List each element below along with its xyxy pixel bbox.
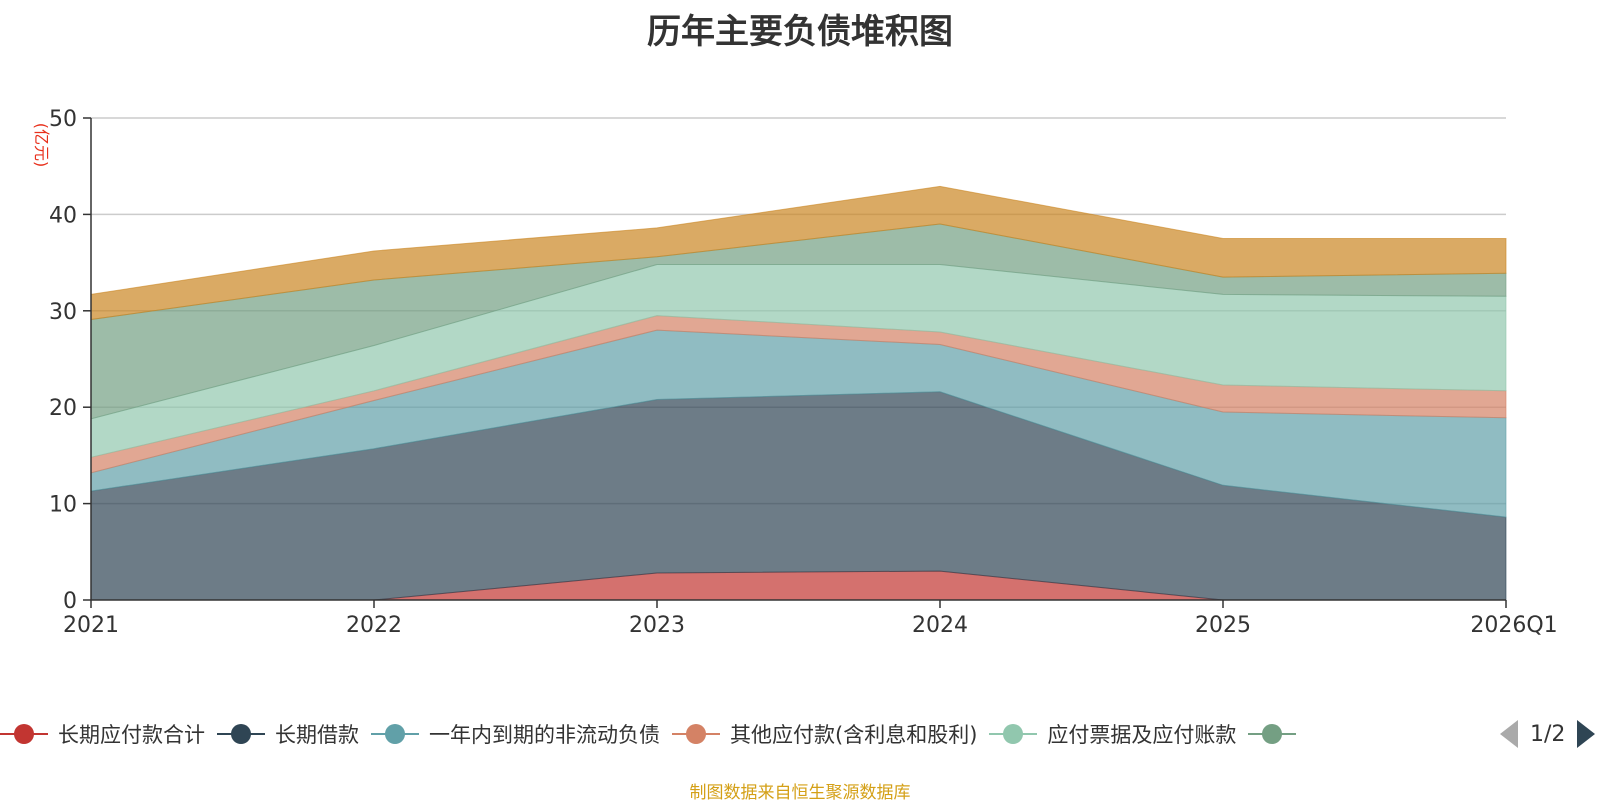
legend-page-indicator: 1/2 — [1530, 721, 1566, 747]
x-tick-label-1: 2022 — [346, 613, 402, 638]
legend-marker-icon — [989, 724, 1038, 744]
legend-marker-icon — [0, 724, 48, 744]
x-tick-label-0: 2021 — [63, 613, 119, 638]
tick-labels: 0 10 20 30 40 50 2021 2022 2023 2024 2025 2026Q1 — [49, 107, 1558, 638]
legend-item-1[interactable]: 长期借款 — [217, 719, 359, 749]
x-tick-label-2: 2023 — [629, 613, 685, 638]
legend-label: 长期借款 — [275, 723, 359, 747]
legend-marker-icon — [217, 724, 265, 744]
legend-item-6[interactable] — [1248, 722, 1306, 746]
y-tick-label-3: 30 — [49, 300, 77, 325]
chart-legend: 长期应付款合计 长期借款 一年内到期的非流动负债 其他应付款(含利息和股利) 应付票据及… — [0, 714, 1600, 754]
legend-item-3[interactable]: 其他应付款(含利息和股利) — [672, 719, 977, 749]
area-series-layer — [90, 185, 1507, 601]
y-tick-label-4: 40 — [49, 203, 77, 228]
legend-marker-icon — [672, 724, 720, 744]
legend-marker-icon — [1248, 724, 1297, 744]
x-tick-label-5: 2026Q1 — [1470, 613, 1557, 638]
legend-prev-page-icon[interactable] — [1500, 720, 1518, 748]
y-tick-label-5: 50 — [49, 107, 77, 132]
x-tick-label-3: 2024 — [912, 613, 968, 638]
legend-label: 一年内到期的非流动负债 — [429, 723, 660, 747]
legend-label: 长期应付款合计 — [58, 723, 205, 747]
legend-next-page-icon[interactable] — [1577, 720, 1596, 748]
legend-item-2[interactable]: 一年内到期的非流动负债 — [371, 719, 660, 749]
legend-item-4[interactable]: 应付票据及应付账款 — [989, 719, 1236, 749]
y-tick-label-2: 20 — [49, 396, 77, 421]
legend-marker-icon — [371, 724, 419, 744]
chart-title: 历年主要负债堆积图 — [647, 12, 953, 52]
legend-label: 应付票据及应付账款 — [1047, 723, 1237, 747]
axes — [83, 117, 1507, 608]
y-axis-unit-label: (亿元) — [32, 123, 51, 168]
legend-pager: 1/2 — [1500, 714, 1596, 754]
area-series-6[interactable] — [90, 185, 1507, 321]
y-tick-label-0: 0 — [63, 589, 77, 614]
legend-label: 其他应付款(含利息和股利) — [730, 723, 978, 747]
legend-item-0[interactable]: 长期应付款合计 — [0, 719, 205, 749]
x-tick-label-4: 2025 — [1195, 613, 1251, 638]
y-tick-label-1: 10 — [49, 493, 77, 518]
data-source-note: 制图数据来自恒生聚源数据库 — [689, 783, 911, 803]
